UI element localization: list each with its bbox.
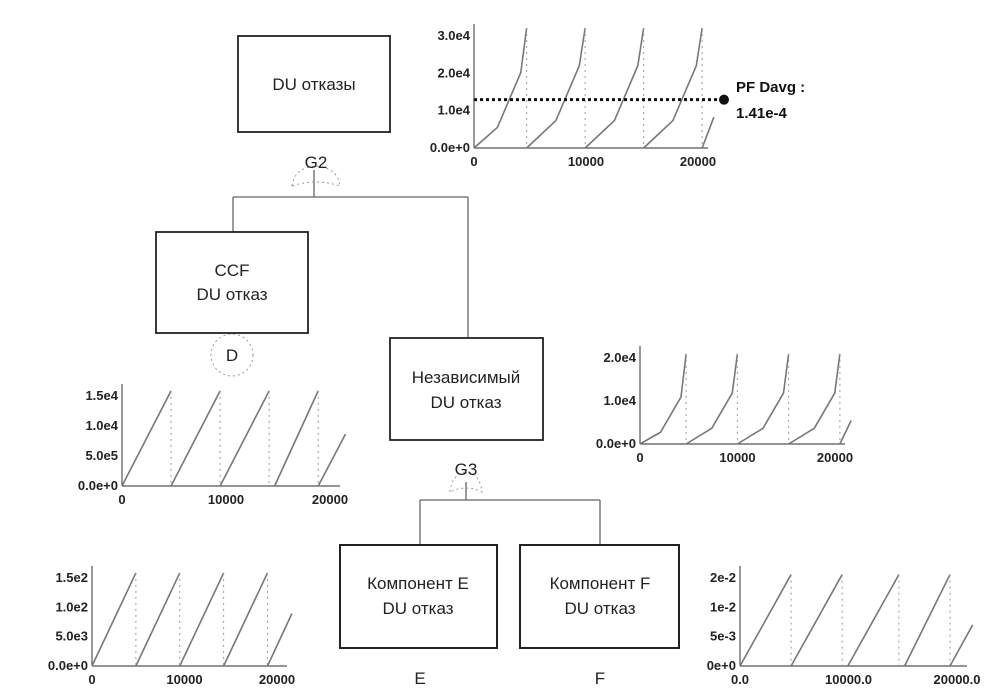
chart-series-line	[273, 390, 319, 487]
chart-x-tick-label: 0	[118, 492, 125, 507]
connector-lines	[232, 170, 601, 545]
chart-y-tick-label: 1e-2	[710, 599, 736, 614]
chart-series-line	[788, 353, 841, 445]
basic-event-f-label: F	[595, 669, 605, 688]
pf-davg-marker	[719, 94, 729, 105]
chart-x-tick-label: 20000.0	[934, 672, 981, 687]
chart-component-e: 0.0e+0 5.0e3 1.0e2 1.5e2 0 10000 20000	[48, 566, 295, 687]
chart-series-line	[170, 390, 221, 487]
chart-y-tick-label: 0.0e+0	[78, 478, 118, 493]
chart-series-line	[685, 353, 739, 445]
chart-series-line	[266, 613, 293, 667]
gate-symbols	[210, 165, 483, 493]
gate-g2-label: G2	[305, 153, 328, 172]
chart-x-tick-label: 10000	[166, 672, 202, 687]
chart-x-tick-label: 0	[636, 450, 643, 465]
chart-series-line	[903, 574, 951, 667]
chart-y-tick-label: 1.0e4	[603, 393, 636, 408]
basic-event-e-label: E	[414, 669, 425, 688]
chart-series-line	[219, 390, 270, 487]
chart-series-line	[135, 572, 181, 667]
chart-x-tick-label: 20000	[817, 450, 853, 465]
chart-y-tick-label: 3.0e4	[437, 28, 470, 43]
chart-y-tick-label: 1.0e4	[437, 103, 470, 118]
chart-x-tick-label: 0.0	[731, 672, 749, 687]
chart-ccf: 0.0e+0 5.0e5 1.0e4 1.5e4 0 10000 20000	[78, 384, 348, 507]
chart-series-line	[701, 116, 715, 149]
chart-series-line	[639, 353, 687, 445]
component-f-label-line2: DU отказ	[564, 599, 635, 618]
chart-y-tick-label: 5e-3	[710, 629, 736, 644]
ccf-label-line2: DU отказ	[196, 285, 267, 304]
chart-y-tick-label: 1.5e2	[55, 570, 88, 585]
chart-x-tick-label: 20000	[680, 154, 716, 169]
component-f-label-line1: Компонент F	[550, 574, 651, 593]
chart-series-line	[584, 27, 645, 149]
chart-y-tick-label: 2.0e4	[603, 350, 636, 365]
chart-y-tick-label: 0.0e+0	[596, 436, 636, 451]
chart-series-line	[643, 27, 703, 149]
chart-y-tick-label: 2e-2	[710, 570, 736, 585]
chart-y-tick-label: 1.5e4	[85, 388, 118, 403]
gate-g3-label: G3	[455, 460, 478, 479]
top-event-label: DU отказы	[272, 75, 355, 94]
chart-component-f: 0e+0 5e-3 1e-2 2e-2 0.0 10000.0 20000.0	[707, 566, 981, 687]
chart-series-line	[317, 433, 347, 487]
independent-label-line2: DU отказ	[430, 393, 501, 412]
gate-g3-symbol	[449, 471, 483, 493]
component-e-label-line2: DU отказ	[382, 599, 453, 618]
chart-series-line	[473, 27, 528, 149]
ccf-label-line1: CCF	[215, 261, 250, 280]
independent-box	[389, 337, 544, 441]
chart-x-tick-label: 0	[88, 672, 95, 687]
basic-event-d-circle	[210, 333, 254, 377]
chart-y-tick-label: 0.0e+0	[430, 140, 470, 155]
chart-y-tick-label: 0e+0	[707, 658, 736, 673]
independent-label-line1: Независимый	[412, 368, 521, 387]
chart-series-line	[179, 572, 225, 667]
chart-x-tick-label: 20000	[259, 672, 295, 687]
chart-series-line	[121, 390, 172, 487]
chart-series-line	[847, 574, 900, 667]
chart-series-line	[839, 420, 852, 445]
ccf-box	[155, 231, 309, 334]
chart-series-line	[222, 572, 269, 667]
chart-series-line	[91, 572, 137, 667]
top-event-box	[237, 35, 391, 133]
pf-davg-label: PF Davg :	[736, 79, 805, 96]
component-f-box	[519, 544, 680, 649]
gate-g2-symbol	[291, 165, 341, 187]
chart-x-tick-label: 20000	[312, 492, 348, 507]
chart-y-tick-label: 2.0e4	[437, 65, 470, 80]
chart-y-tick-label: 1.0e4	[85, 418, 118, 433]
chart-y-tick-label: 0.0e+0	[48, 658, 88, 673]
chart-x-tick-label: 10000	[719, 450, 755, 465]
chart-top-event: 0.0e+0 1.0e4 2.0e4 3.0e4 0 10000 20000	[430, 24, 729, 169]
chart-x-tick-label: 10000	[568, 154, 604, 169]
chart-y-tick-label: 5.0e5	[85, 448, 118, 463]
chart-y-tick-label: 5.0e3	[55, 629, 88, 644]
chart-x-tick-label: 10000.0	[825, 672, 872, 687]
chart-x-tick-label: 10000	[208, 492, 244, 507]
basic-event-d-label: D	[226, 346, 238, 365]
pf-davg-value: 1.41e-4	[736, 105, 788, 122]
chart-y-tick-label: 1.0e2	[55, 599, 88, 614]
component-e-box	[339, 544, 498, 649]
chart-x-tick-label: 0	[470, 154, 477, 169]
chart-series-line	[526, 27, 586, 149]
chart-series-line	[790, 574, 843, 667]
chart-series-line	[949, 624, 974, 667]
component-e-label-line1: Компонент E	[367, 574, 469, 593]
chart-series-line	[736, 353, 790, 445]
chart-series-line	[739, 574, 792, 667]
chart-independent: 0.0e+0 1.0e4 2.0e4 0 10000 20000	[596, 346, 853, 465]
